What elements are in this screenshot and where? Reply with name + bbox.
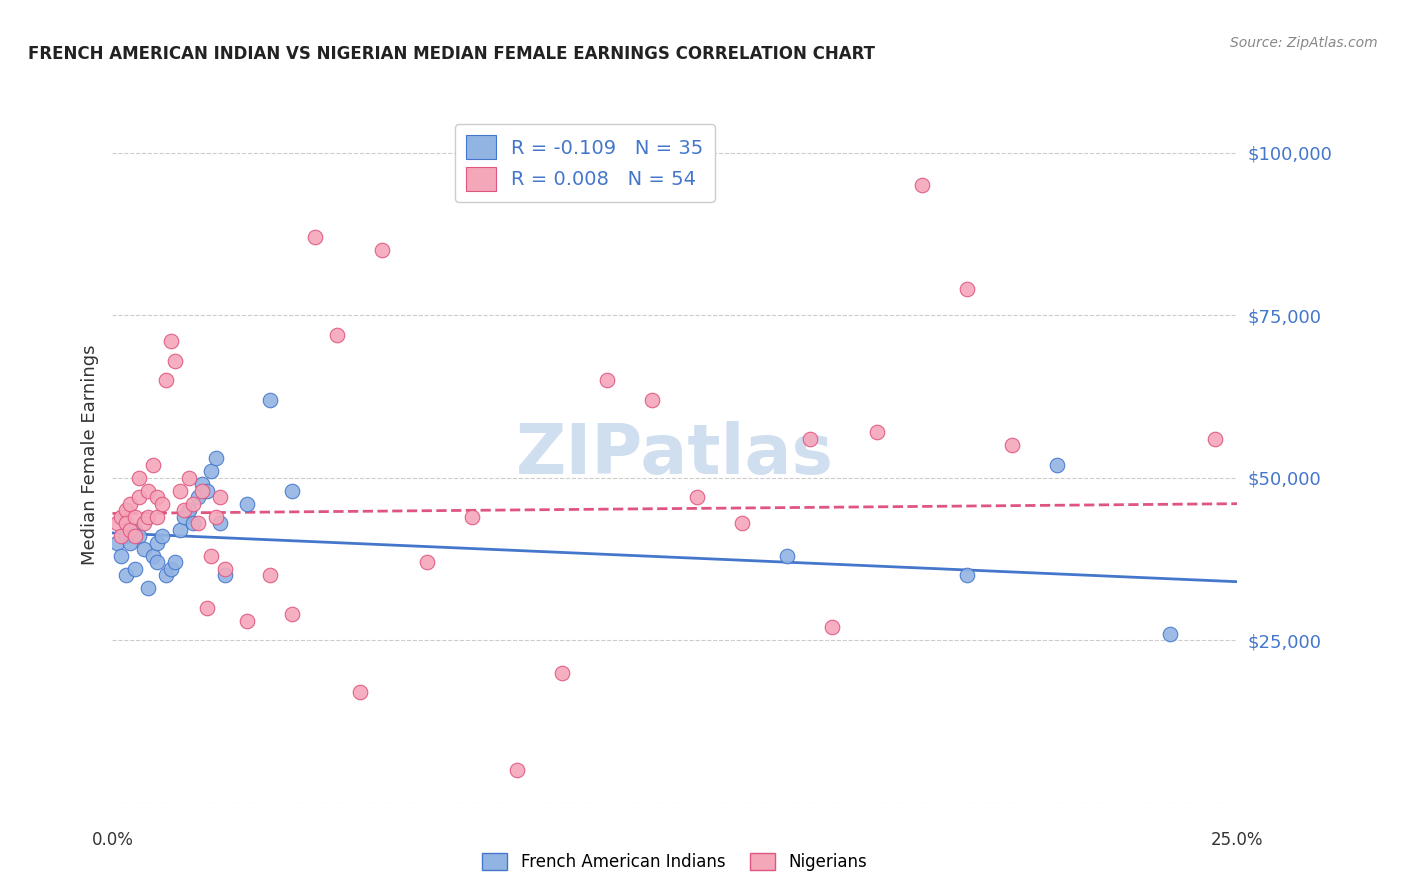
Point [214,568,236,582]
Point [1001,438,1024,452]
Point [115,568,138,582]
Point [173,509,195,524]
Point [128,529,150,543]
Point [124,523,146,537]
Point [165,555,187,569]
Point [132,542,155,557]
Point [641,392,664,407]
Point [911,178,934,192]
Text: Source: ZipAtlas.com: Source: ZipAtlas.com [1230,36,1378,50]
Point [205,451,228,466]
Point [205,509,228,524]
Point [214,562,236,576]
Point [349,685,371,699]
Y-axis label: Median Female Earnings: Median Female Earnings [80,344,98,566]
Point [371,243,394,257]
Point [866,425,889,439]
Point [160,562,183,576]
Point [183,497,205,511]
Point [187,516,209,531]
Point [132,516,155,531]
Point [821,620,844,634]
Point [120,497,142,511]
Legend: R = -0.109   N = 35, R = 0.008   N = 54: R = -0.109 N = 35, R = 0.008 N = 54 [454,124,716,202]
Point [105,516,128,531]
Point [461,509,484,524]
Point [1159,626,1181,640]
Point [799,432,821,446]
Point [120,523,142,537]
Point [173,503,195,517]
Point [506,764,529,778]
Point [120,535,142,549]
Point [956,568,979,582]
Point [138,483,160,498]
Point [146,555,169,569]
Point [551,665,574,680]
Point [142,549,165,563]
Point [281,483,304,498]
Point [146,509,169,524]
Point [236,614,259,628]
Point [110,509,132,524]
Point [110,529,132,543]
Point [200,549,222,563]
Point [191,477,214,491]
Point [1204,432,1226,446]
Point [281,607,304,622]
Point [150,497,173,511]
Point [169,483,191,498]
Point [259,568,281,582]
Point [731,516,754,531]
Point [209,516,232,531]
Point [160,334,183,348]
Point [259,392,281,407]
Point [416,555,439,569]
Point [187,490,209,504]
Point [128,471,150,485]
Point [177,503,200,517]
Point [956,282,979,296]
Point [142,458,165,472]
Text: ZIPatlas: ZIPatlas [516,421,834,489]
Point [110,549,132,563]
Point [124,562,146,576]
Point [115,516,138,531]
Text: 25.0%: 25.0% [1211,830,1264,848]
Point [124,529,146,543]
Point [177,471,200,485]
Point [776,549,799,563]
Point [128,490,150,504]
Point [169,523,191,537]
Point [191,483,214,498]
Point [195,600,218,615]
Point [138,581,160,595]
Point [150,529,173,543]
Point [115,503,138,517]
Point [105,535,128,549]
Point [155,568,177,582]
Point [155,373,177,387]
Point [209,490,232,504]
Point [596,373,619,387]
Point [236,497,259,511]
Point [183,516,205,531]
Point [146,490,169,504]
Point [304,230,326,244]
Point [165,353,187,368]
Point [326,327,349,342]
Point [124,509,146,524]
Point [1046,458,1069,472]
Point [200,464,222,478]
Text: 0.0%: 0.0% [91,830,134,848]
Point [146,535,169,549]
Legend: French American Indians, Nigerians: French American Indians, Nigerians [474,845,876,880]
Point [195,483,218,498]
Text: FRENCH AMERICAN INDIAN VS NIGERIAN MEDIAN FEMALE EARNINGS CORRELATION CHART: FRENCH AMERICAN INDIAN VS NIGERIAN MEDIA… [28,45,875,62]
Point [686,490,709,504]
Point [115,529,138,543]
Point [138,509,160,524]
